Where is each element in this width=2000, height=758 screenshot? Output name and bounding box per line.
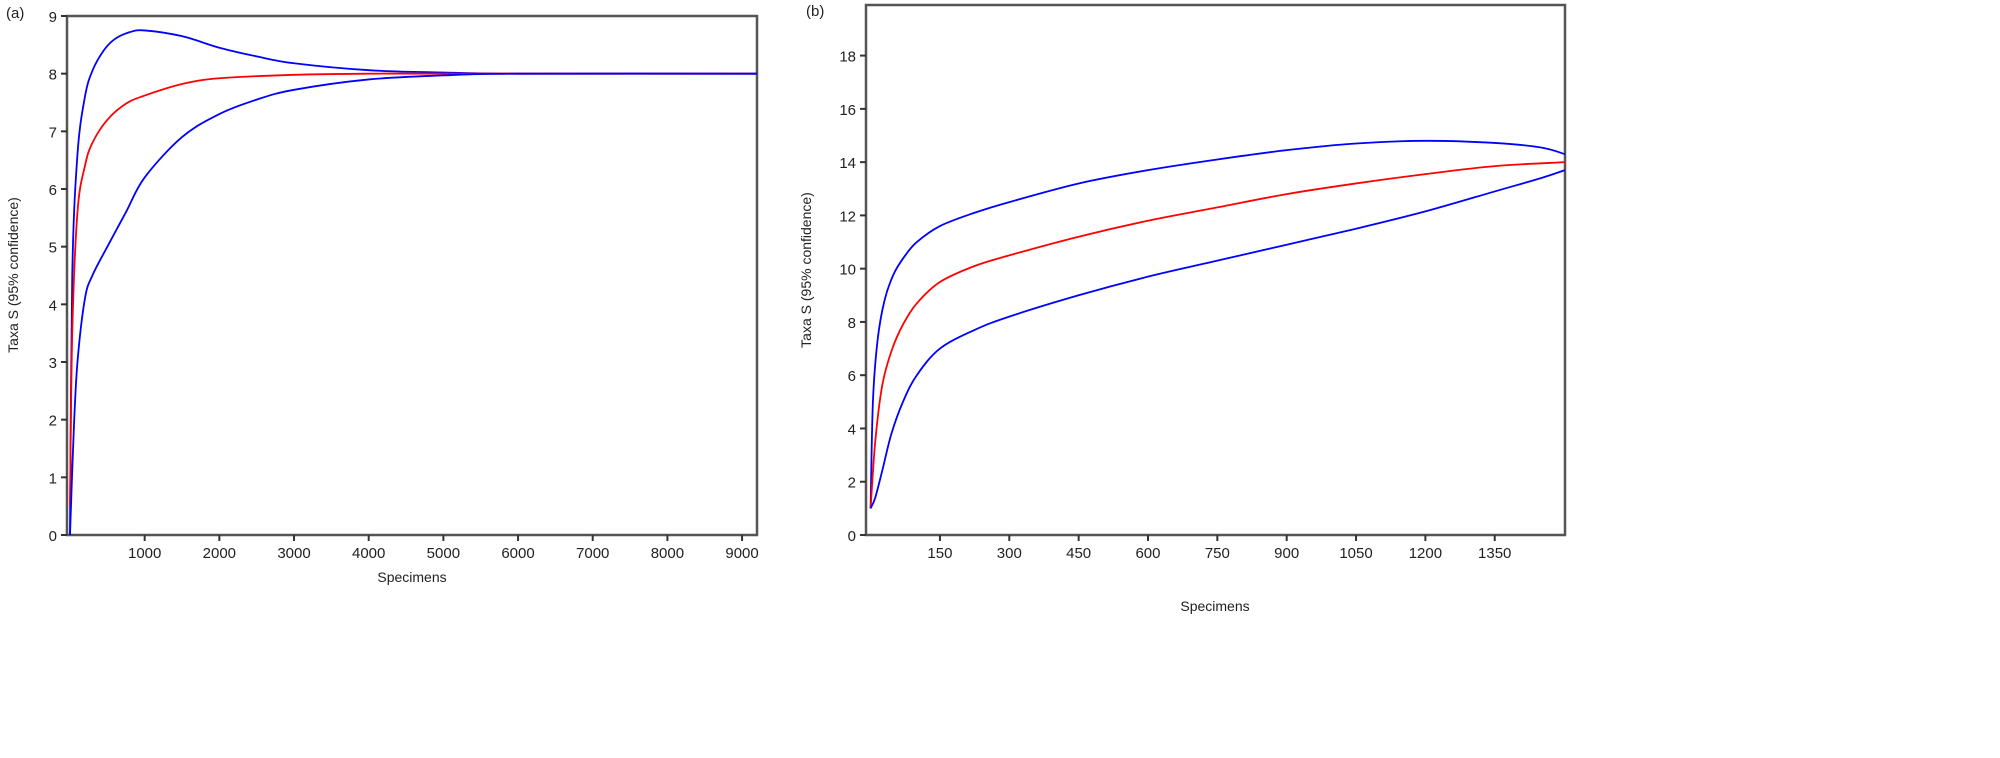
x-tick-label: 7000: [576, 545, 609, 562]
y-tick-label: 7: [49, 124, 57, 141]
series-mean-line: [69, 72, 757, 507]
x-tick-label: 1050: [1339, 545, 1372, 562]
series-mean-line: [869, 161, 1566, 509]
y-tick-label: 2: [848, 475, 856, 492]
y-tick-label: 6: [848, 368, 856, 385]
y-tick-label: 10: [839, 262, 856, 279]
y-tick-label: 0: [49, 528, 57, 545]
y-tick-label: 16: [839, 102, 856, 119]
x-tick-label: 150: [927, 545, 952, 562]
plot-frame: [864, 3, 1567, 537]
y-tick-label: 6: [49, 182, 57, 199]
y-tick-label: 0: [848, 528, 856, 545]
panel-b: (b) Specimens Taxa S (95% confidence) 0 2…: [798, 3, 1567, 614]
y-axis-label-a: Taxa S (95% confidence): [5, 197, 21, 353]
y-tick-label: 12: [839, 208, 856, 225]
y-tick-label: 14: [839, 155, 856, 172]
series-upper-line: [869, 139, 1566, 509]
series-lower-line: [869, 169, 1566, 509]
x-tick-label: 4000: [352, 545, 385, 562]
plot-frame: [65, 14, 759, 537]
x-tick-label: 2000: [203, 545, 236, 562]
y-tick-label: 3: [49, 355, 57, 372]
y-tick-label: 8: [49, 67, 57, 84]
x-tick-label: 5000: [427, 545, 460, 562]
x-tick-label: 1350: [1478, 545, 1511, 562]
x-tick-label: 1200: [1409, 545, 1442, 562]
series-lower-line: [69, 72, 758, 536]
y-tick-label: 8: [848, 315, 856, 332]
x-tick-label: 3000: [277, 545, 310, 562]
x-tick-label: 6000: [501, 545, 534, 562]
x-tick-label: 900: [1274, 545, 1299, 562]
y-tick-label: 4: [848, 421, 856, 438]
panel-a: (a) Specimens Taxa S (95% confidence) 0 1…: [5, 5, 759, 585]
x-tick-label: 750: [1205, 545, 1230, 562]
x-tick-label: 600: [1135, 545, 1160, 562]
x-tick-label: 1000: [128, 545, 161, 562]
x-axis-label-a: Specimens: [377, 569, 446, 585]
x-tick-label: 9000: [725, 545, 758, 562]
y-tick-label: 9: [49, 9, 57, 26]
y-axis-label-b: Taxa S (95% confidence): [798, 192, 814, 348]
x-tick-label: 300: [997, 545, 1022, 562]
series-upper-line: [69, 29, 758, 536]
y-tick-label: 4: [49, 297, 57, 314]
y-tick-label: 18: [839, 49, 856, 66]
x-axis-label-b: Specimens: [1180, 598, 1249, 614]
panel-label-b: (b): [806, 3, 824, 20]
y-tick-label: 5: [49, 240, 57, 257]
y-tick-label: 2: [49, 413, 57, 430]
x-tick-label: 450: [1066, 545, 1091, 562]
y-tick-label: 1: [49, 470, 57, 487]
x-tick-label: 8000: [651, 545, 684, 562]
panel-label-a: (a): [6, 5, 24, 22]
